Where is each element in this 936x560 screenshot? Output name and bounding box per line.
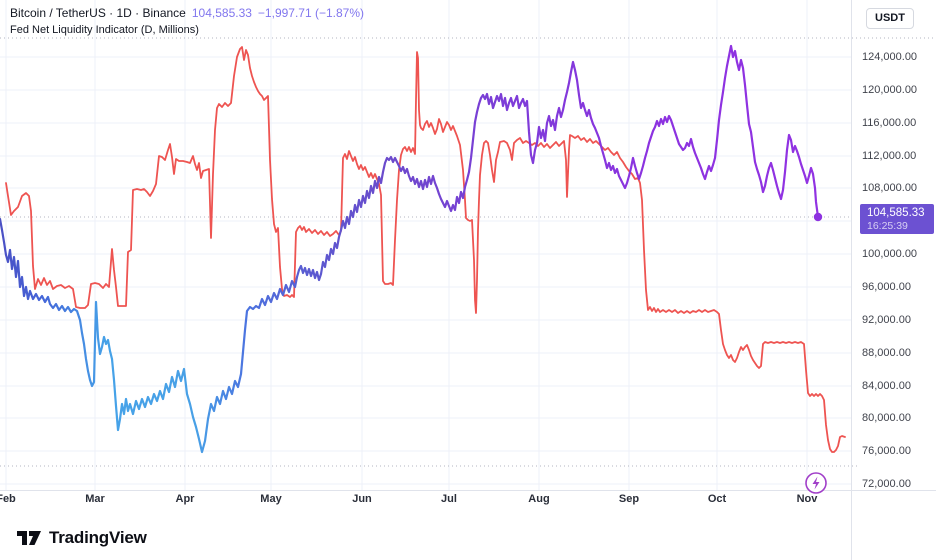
lightning-icon <box>812 476 820 490</box>
symbol-title[interactable]: Bitcoin / TetherUS · 1D · Binance <box>10 6 186 20</box>
last-price-dot <box>813 212 823 222</box>
tradingview-logo-text: TradingView <box>49 528 147 547</box>
btc-price-line <box>0 44 820 454</box>
tradingview-logo-icon <box>17 531 41 545</box>
chart-legend: Bitcoin / TetherUS · 1D · Binance 104,585… <box>10 6 364 37</box>
currency-toggle-button[interactable]: USDT <box>866 8 914 29</box>
tradingview-logo[interactable]: TradingView <box>16 527 147 549</box>
last-price-badge[interactable]: 104,585.33 16:25:39 <box>860 204 934 234</box>
symbol-change: −1,997.71 (−1.87%) <box>257 6 364 20</box>
fed-net-liquidity-line <box>5 46 846 453</box>
symbol-row[interactable]: Bitcoin / TetherUS · 1D · Binance 104,585… <box>10 6 364 21</box>
symbol-last-price: 104,585.33 <box>191 6 252 20</box>
badge-price: 104,585.33 <box>867 207 925 219</box>
badge-countdown: 16:25:39 <box>867 220 908 232</box>
indicator-row[interactable]: Fed Net Liquidity Indicator (D, Millions… <box>10 24 199 36</box>
